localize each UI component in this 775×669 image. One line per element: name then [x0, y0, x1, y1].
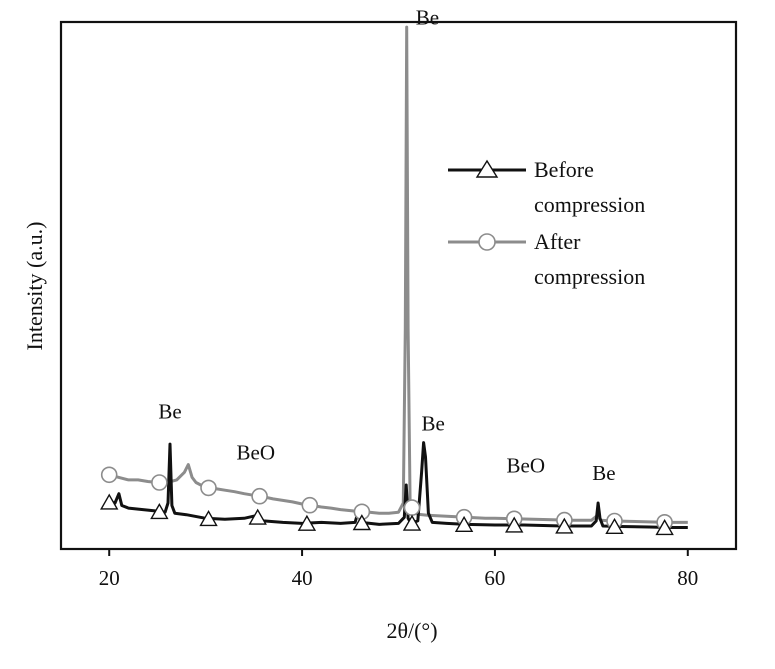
marker-before-9 [555, 517, 574, 534]
x-axis-ticks: 20 40 60 80 [99, 549, 698, 590]
legend-marker-0 [475, 159, 499, 178]
peak-label-4: BeO [507, 453, 546, 477]
x-tick-label-60: 60 [484, 566, 505, 590]
series-line-after [108, 25, 688, 524]
marker-after-6 [403, 499, 421, 516]
marker-after-0 [100, 466, 118, 484]
plot-frame [59, 20, 738, 551]
legend-marker-1 [478, 233, 496, 251]
peak-label-5: Be [592, 461, 615, 485]
marker-before-10 [605, 517, 624, 535]
y-axis-title: Intensity (a.u.) [22, 222, 47, 351]
plot-area [100, 25, 688, 536]
legend-label-1-1: compression [534, 264, 645, 289]
legend: Before compression After compression [448, 157, 645, 289]
marker-before-5 [352, 514, 372, 531]
peak-annotations: Be BeO Be Be BeO Be [158, 6, 615, 485]
legend-label-0-1: compression [534, 192, 645, 217]
marker-after-1 [151, 474, 168, 491]
peak-label-1: BeO [237, 441, 276, 465]
series-line-before [108, 441, 688, 529]
x-axis-title: 2θ/(°) [386, 618, 437, 643]
legend-label-0-0: Before [534, 157, 594, 182]
peak-label-2: Be [416, 6, 439, 30]
marker-before-6 [402, 514, 422, 531]
marker-before-11 [655, 518, 674, 536]
marker-before-1 [150, 502, 169, 520]
x-tick-label-80: 80 [677, 566, 698, 590]
marker-before-3 [248, 508, 267, 525]
marker-before-7 [454, 515, 474, 533]
peak-label-0: Be [158, 400, 181, 424]
x-tick-label-40: 40 [292, 566, 313, 590]
x-tick-label-20: 20 [99, 566, 120, 590]
marker-before-8 [505, 516, 524, 533]
series-markers [100, 466, 674, 536]
marker-after-2 [200, 479, 217, 497]
series-lines [108, 25, 688, 529]
marker-before-0 [100, 493, 119, 510]
peak-label-3: Be [422, 411, 445, 435]
marker-before-4 [297, 514, 317, 531]
legend-label-1-0: After [534, 229, 581, 254]
marker-after-3 [251, 487, 268, 505]
marker-before-2 [199, 510, 218, 527]
marker-after-4 [301, 496, 319, 514]
